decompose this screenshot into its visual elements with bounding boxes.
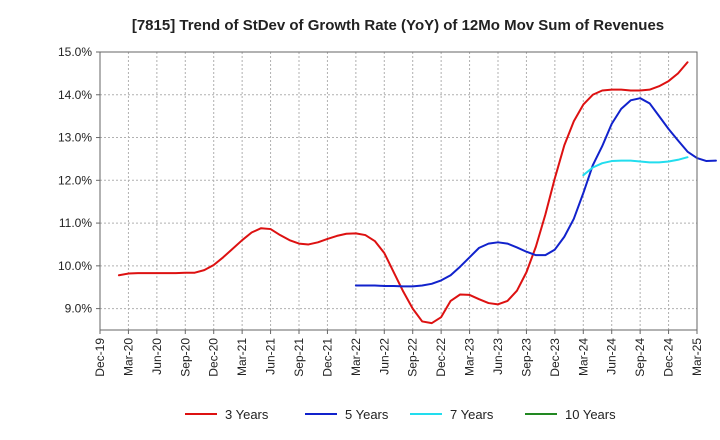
x-tick-label: Mar-21: [235, 338, 249, 376]
legend-label-5-years: 5 Years: [345, 407, 389, 422]
x-tick-label: Jun-22: [377, 338, 391, 375]
x-tick-label: Dec-24: [662, 338, 676, 377]
x-tick-label: Jun-23: [491, 338, 505, 375]
x-axis: Dec-19 Mar-20 Jun-20 Sep-20 Dec-20 Mar-21 Jun-…: [93, 330, 704, 377]
y-tick-label: 10.0%: [58, 259, 92, 273]
y-tick-label: 11.0%: [59, 216, 92, 230]
legend-label-10-years: 10 Years: [565, 407, 616, 422]
x-tick-label: Jun-21: [264, 338, 278, 375]
x-tick-label: Sep-20: [178, 338, 192, 377]
series-line-5-years: [354, 97, 717, 288]
series-lines: [117, 61, 717, 325]
y-tick-label: 9.0%: [65, 302, 93, 316]
legend: 3 Years 5 Years 7 Years 10 Years: [185, 407, 616, 422]
x-tick-label: Jun-24: [605, 338, 619, 375]
x-tick-label: Sep-22: [406, 338, 420, 377]
x-tick-label: Dec-20: [207, 338, 221, 377]
series-line-7-years: [582, 156, 689, 177]
x-tick-label: Mar-22: [349, 338, 363, 376]
legend-label-7-years: 7 Years: [450, 407, 494, 422]
y-tick-label: 15.0%: [58, 45, 92, 59]
chart-title: [7815] Trend of StDev of Growth Rate (Yo…: [132, 17, 664, 34]
x-tick-label: Dec-21: [320, 338, 334, 377]
x-tick-label: Mar-25: [690, 338, 704, 376]
x-tick-label: Sep-24: [633, 338, 647, 377]
y-tick-label: 14.0%: [58, 88, 92, 102]
plot-frame: [99, 51, 698, 331]
x-tick-label: Jun-20: [150, 338, 164, 375]
x-tick-label: Dec-22: [434, 338, 448, 377]
x-tick-label: Mar-23: [463, 338, 477, 376]
x-tick-label: Sep-23: [519, 338, 533, 377]
series-line-3-years: [117, 61, 689, 325]
y-tick-label: 12.0%: [58, 173, 92, 187]
y-tick-label: 13.0%: [58, 131, 92, 145]
x-tick-label: Mar-24: [576, 338, 590, 376]
x-tick-label: Dec-23: [548, 338, 562, 377]
grid: [99, 51, 698, 330]
x-tick-label: Mar-20: [121, 338, 135, 376]
x-tick-label: Sep-21: [292, 338, 306, 377]
x-tick-label: Dec-19: [93, 338, 107, 377]
legend-label-3-years: 3 Years: [225, 407, 269, 422]
y-axis: 9.0% 10.0% 11.0% 12.0% 13.0% 14.0% 15.0%: [58, 45, 100, 316]
